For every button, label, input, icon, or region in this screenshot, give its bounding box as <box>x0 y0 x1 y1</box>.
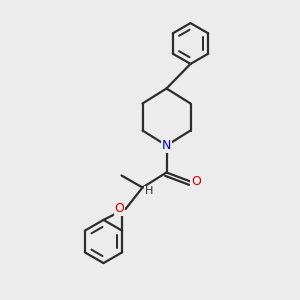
Text: O: O <box>191 175 201 188</box>
Text: H: H <box>145 186 153 196</box>
Text: O: O <box>115 202 124 215</box>
Text: N: N <box>162 139 171 152</box>
